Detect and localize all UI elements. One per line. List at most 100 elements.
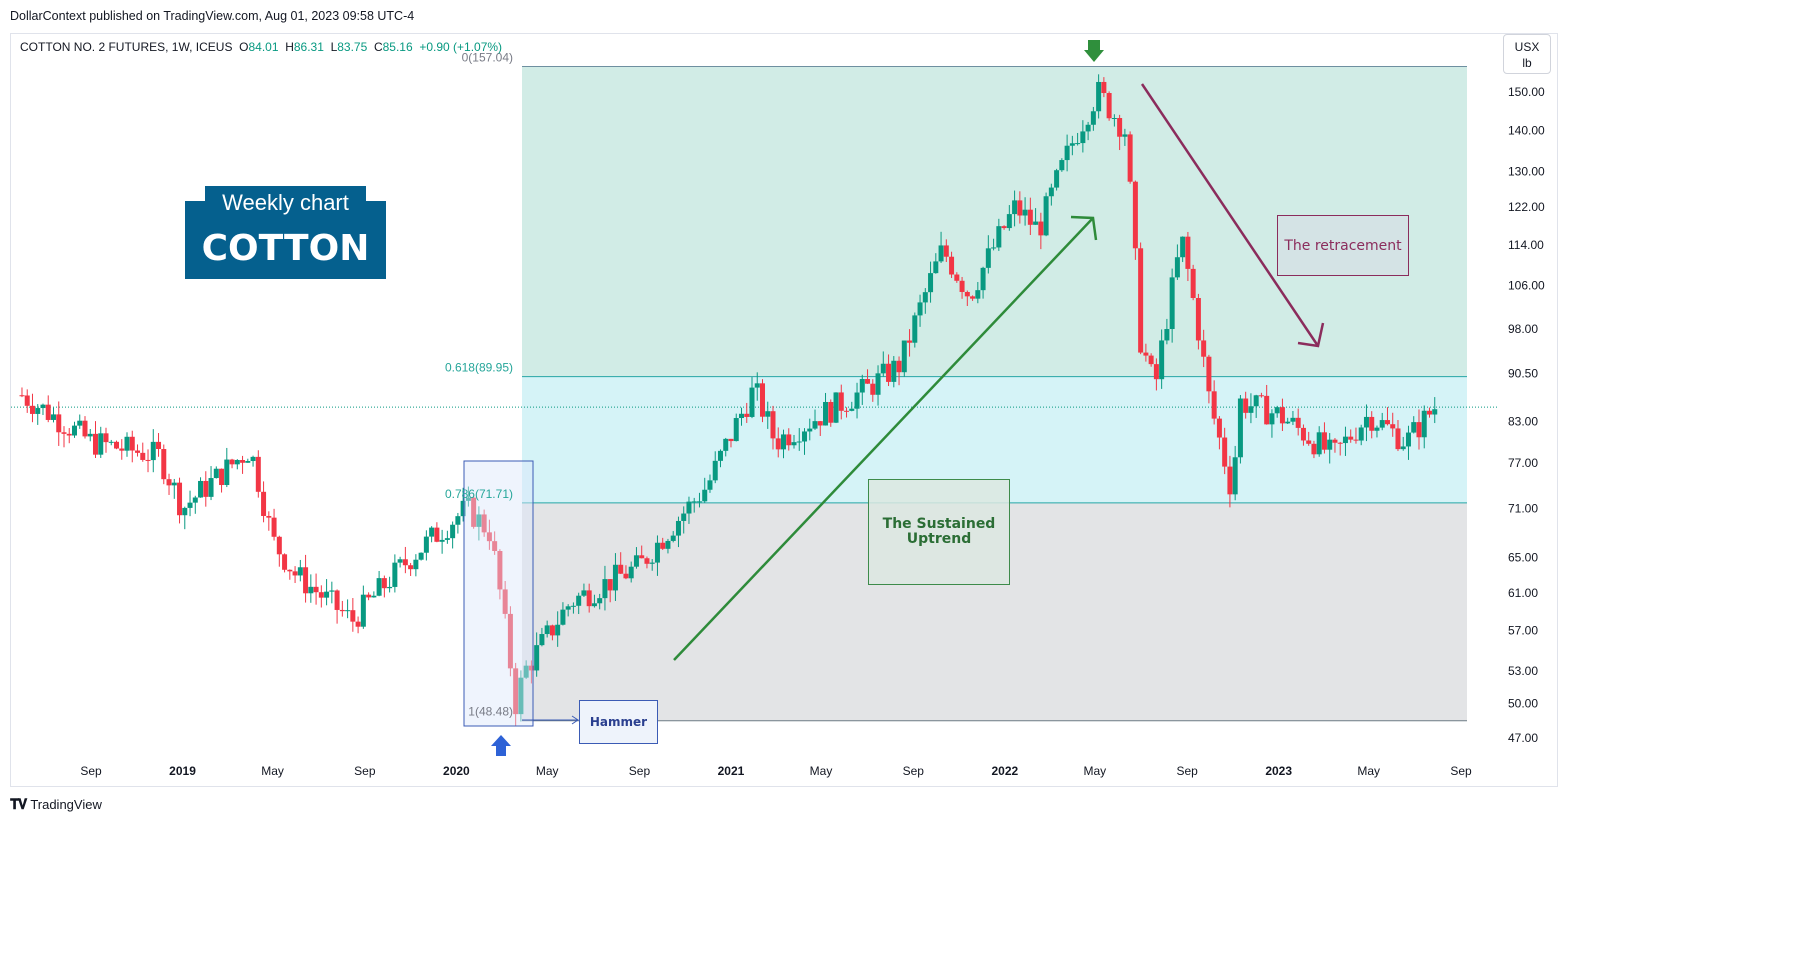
candle-body: [66, 433, 72, 436]
candle-body: [607, 579, 613, 591]
candle-body: [1285, 421, 1291, 424]
candle-body: [1400, 446, 1406, 450]
candle-body: [1295, 417, 1301, 428]
candle-body: [1096, 81, 1102, 112]
candle-body: [975, 290, 981, 299]
candle-body: [938, 245, 944, 262]
candle-body: [654, 542, 660, 563]
hammer-box[interactable]: Hammer: [579, 700, 658, 744]
candle-body: [686, 501, 692, 514]
candle-body: [77, 420, 83, 426]
candle-body: [912, 315, 918, 343]
candle-body: [1153, 364, 1159, 380]
candle-body: [849, 408, 855, 411]
candle-body: [418, 552, 424, 560]
unit-selector[interactable]: USX lb: [1503, 34, 1551, 74]
candle-body: [497, 551, 503, 590]
candle-body: [1327, 439, 1333, 450]
candle-body: [823, 401, 829, 426]
open-label: O: [239, 40, 249, 54]
candle-body: [240, 460, 246, 463]
candle-body: [119, 448, 125, 451]
price-tick-label: 140.00: [1508, 123, 1545, 137]
price-tick-label: 61.00: [1508, 586, 1538, 600]
candle-body: [313, 586, 319, 593]
candle-body: [865, 378, 871, 384]
fibonacci-retracement[interactable]: [522, 65, 1467, 722]
candle-body: [192, 497, 198, 503]
candle-body: [166, 479, 172, 486]
top-marker-down-arrow-icon: [1084, 40, 1104, 62]
candle-body: [1138, 248, 1144, 353]
candle-body: [1384, 420, 1390, 425]
candle-body: [224, 459, 230, 486]
candle-body: [1085, 124, 1091, 132]
candle-body: [1117, 117, 1123, 137]
hammer-pointer-head: [571, 715, 579, 725]
time-tick-label: 2019: [169, 764, 196, 778]
time-tick-label: 2021: [718, 764, 745, 778]
candle-body: [1185, 236, 1191, 269]
retracement-box[interactable]: The retracement: [1277, 215, 1409, 276]
candle-body: [796, 441, 802, 443]
candle-body: [528, 665, 534, 671]
time-axis[interactable]: Sep 2019 May Sep 2020 May Sep 2021 May Sep 2022 May…: [80, 764, 1472, 778]
uptrend-arrow-line: [673, 217, 1094, 661]
candle-body: [287, 569, 293, 572]
symbol-name[interactable]: COTTON NO. 2 FUTURES, 1W, ICEUS: [20, 40, 233, 54]
time-tick-label: 2023: [1265, 764, 1292, 778]
price-tick-label: 50.00: [1508, 697, 1538, 711]
candle-body: [1290, 417, 1296, 422]
candle-body: [234, 460, 240, 465]
candle-body: [486, 532, 492, 542]
candle-body: [733, 418, 739, 442]
change-value: +0.90 (+1.07%): [419, 40, 503, 54]
close-value: 85.16: [382, 40, 413, 54]
footer-brand[interactable]: 𝐓𝐕 TradingView: [10, 796, 102, 813]
candle-body: [828, 401, 834, 423]
chart-frame: [10, 33, 1558, 787]
fib-label-0: 0(157.04): [462, 50, 513, 64]
price-tick-label: 130.00: [1508, 165, 1545, 179]
drawings[interactable]: [463, 40, 1325, 756]
candle-body: [261, 491, 267, 516]
candle-body: [870, 383, 876, 395]
candle-body: [1353, 439, 1359, 441]
candle-body: [791, 442, 797, 446]
candle-body: [324, 591, 330, 598]
candle-body: [744, 413, 750, 417]
price-axis[interactable]: 47.00 50.00 53.00 57.00 61.00 65.00 71.00 77.00…: [1508, 85, 1545, 745]
retracement-label: The retracement: [1284, 237, 1402, 254]
candle-body: [1033, 221, 1039, 225]
candle-body: [19, 395, 25, 397]
candle-body: [1274, 407, 1280, 414]
candle-body: [581, 590, 587, 596]
candle-body: [886, 363, 892, 382]
candle-body: [1411, 422, 1417, 433]
candle-body: [1232, 457, 1238, 495]
candle-body: [749, 387, 755, 417]
high-label: H: [285, 40, 294, 54]
candle-body: [1059, 160, 1065, 171]
title-small: Weekly chart: [205, 186, 366, 219]
fib-label-2: 0.786(71.71): [445, 487, 513, 501]
candle-body: [45, 404, 51, 420]
candle-body: [1311, 443, 1317, 455]
candle-body: [318, 592, 324, 598]
candle-body: [334, 590, 340, 610]
candle-body: [1080, 131, 1086, 144]
candle-body: [1358, 427, 1364, 441]
candle-body: [1043, 196, 1049, 236]
time-tick-label: Sep: [80, 764, 102, 778]
candle-body: [996, 226, 1002, 248]
sustained-line-1: The Sustained: [882, 516, 996, 532]
candle-body: [161, 449, 167, 480]
candle-body: [350, 610, 356, 622]
candle-body: [928, 273, 934, 293]
price-chart[interactable]: 47.00 50.00 53.00 57.00 61.00 65.00 71.00 77.00…: [0, 0, 1568, 820]
candle-body: [1243, 398, 1249, 413]
candle-body: [1222, 437, 1228, 467]
candle-body: [156, 441, 162, 450]
candle-body: [964, 291, 970, 297]
sustained-uptrend-box[interactable]: The Sustained Uptrend: [868, 479, 1010, 585]
